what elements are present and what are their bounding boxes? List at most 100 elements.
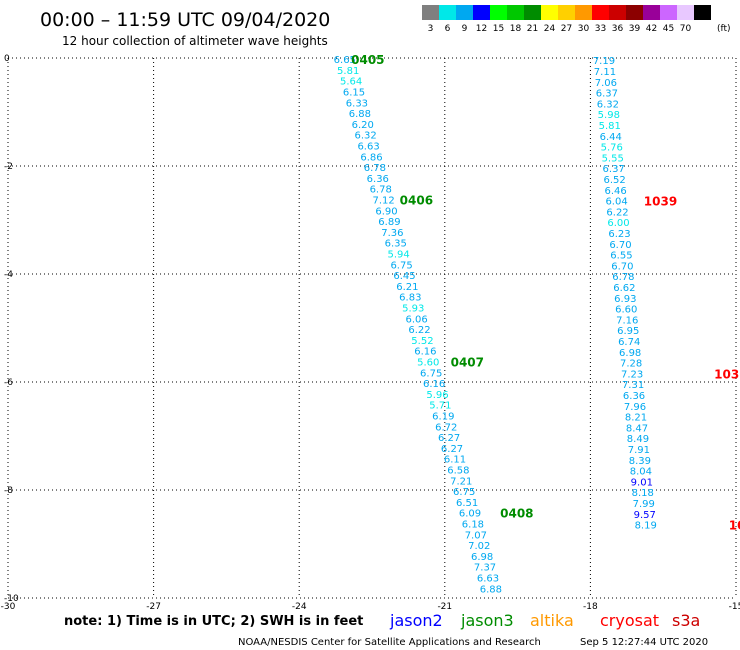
y-tick-label: -2	[4, 162, 13, 172]
x-tick-label: -30	[1, 602, 16, 612]
wave-height-value: 6.32	[355, 131, 377, 142]
scale-swatch	[609, 5, 626, 20]
footer-credit: NOAA/NESDIS Center for Satellite Applica…	[238, 637, 541, 648]
scale-label: 27	[561, 24, 572, 34]
scale-unit-label: (ft)	[717, 24, 731, 34]
wave-height-value: 6.63	[357, 141, 379, 152]
wave-height-value: 6.15	[343, 87, 365, 98]
wave-height-value: 6.33	[346, 98, 368, 109]
wave-height-value: 6.51	[456, 498, 478, 509]
wave-height-value: 6.22	[408, 325, 430, 336]
wave-height-value: 6.36	[623, 391, 645, 402]
x-tick-label: -24	[292, 602, 307, 612]
satellite-jason3: jason3	[460, 611, 514, 630]
wave-height-value: 6.20	[352, 120, 374, 131]
wave-height-value: 5.71	[429, 401, 451, 412]
wave-height-value: 6.22	[606, 207, 628, 218]
wave-height-value: 6.75	[390, 260, 412, 271]
wave-height-value: 6.90	[375, 206, 397, 217]
wave-height-value: 8.39	[629, 456, 651, 467]
wave-height-value: 6.19	[432, 411, 454, 422]
scale-label: 30	[578, 24, 590, 34]
time-label: 0407	[451, 355, 484, 369]
wave-height-value: 7.31	[622, 380, 644, 391]
wave-height-value: 5.55	[602, 153, 624, 164]
wave-height-value: 9.01	[631, 477, 653, 488]
wave-height-value: 7.37	[474, 563, 496, 574]
time-label: 0406	[400, 193, 433, 207]
wave-height-value: 7.21	[450, 476, 472, 487]
wave-height-value: 8.04	[630, 467, 652, 478]
scale-label: 70	[680, 24, 692, 34]
wave-height-value: 5.52	[411, 336, 433, 347]
scale-label: 45	[663, 24, 674, 34]
scale-label: 9	[462, 24, 468, 34]
scale-label: 3	[428, 24, 434, 34]
wave-height-value: 5.96	[426, 390, 448, 401]
wave-height-value: 6.86	[360, 152, 382, 163]
satellite-legend: jason2 jason3 altika cryosat s3a	[389, 611, 700, 630]
wave-height-value: 5.81	[599, 121, 621, 132]
x-axis-ticks: -30 -27 -24 -21 -18 -15	[1, 602, 740, 612]
wave-height-value: 6.21	[396, 282, 418, 293]
wave-height-value: 6.00	[607, 218, 629, 229]
wave-height-value: 8.49	[627, 434, 649, 445]
track-jason3: 6.655.815.646.156.336.886.206.326.636.86…	[334, 53, 534, 595]
wave-height-value: 6.46	[604, 186, 626, 197]
satellite-jason2: jason2	[389, 611, 443, 630]
wave-height-value: 7.36	[381, 228, 403, 239]
wave-height-value: 7.16	[616, 315, 638, 326]
satellite-altika: altika	[530, 611, 574, 630]
wave-height-value: 6.88	[349, 109, 371, 120]
scale-label: 12	[476, 24, 487, 34]
wave-height-value: 6.27	[441, 444, 463, 455]
scale-label: 21	[527, 24, 538, 34]
x-tick-label: -15	[729, 602, 740, 612]
wave-height-value: 7.02	[468, 541, 490, 552]
wave-height-value: 7.19	[593, 56, 615, 67]
scale-swatch	[541, 5, 558, 20]
time-label: 1038	[714, 367, 740, 381]
wave-height-value: 6.52	[604, 175, 626, 186]
y-tick-label: -10	[4, 594, 19, 604]
wave-height-value: 8.21	[625, 413, 647, 424]
y-tick-label: -4	[4, 270, 13, 280]
wave-height-value: 6.98	[619, 348, 641, 359]
scale-swatch	[558, 5, 575, 20]
scale-swatch	[439, 5, 456, 20]
scale-swatch	[660, 5, 677, 20]
scale-label: 42	[646, 24, 657, 34]
scale-label: 24	[544, 24, 556, 34]
wave-height-value: 5.64	[340, 77, 362, 88]
satellite-s3a: s3a	[672, 611, 700, 630]
wave-height-value: 8.19	[635, 521, 657, 532]
wave-height-value: 6.11	[444, 455, 466, 466]
satellite-cryosat: cryosat	[600, 611, 659, 630]
scale-swatch	[575, 5, 592, 20]
x-tick-label: -21	[437, 602, 452, 612]
wave-height-value: 6.16	[414, 347, 436, 358]
wave-height-value: 6.06	[405, 314, 427, 325]
scale-label: 18	[510, 24, 522, 34]
wave-height-value: 9.57	[634, 510, 656, 521]
scale-swatch	[473, 5, 490, 20]
wave-height-value: 5.60	[417, 357, 439, 368]
wave-height-value: 6.55	[610, 251, 632, 262]
time-label: 10	[729, 519, 740, 533]
scale-label: 33	[595, 24, 606, 34]
wave-height-value: 6.95	[617, 326, 639, 337]
wave-height-value: 7.91	[628, 445, 650, 456]
gridlines	[7, 57, 737, 599]
scale-label: 6	[445, 24, 451, 34]
scale-label: 39	[629, 24, 641, 34]
wave-height-value: 6.45	[393, 271, 415, 282]
scale-swatch	[643, 5, 660, 20]
wave-height-value: 6.78	[364, 163, 386, 174]
page-subtitle: 12 hour collection of altimeter wave hei…	[62, 34, 328, 48]
time-label: 1039	[644, 195, 677, 209]
time-label: 0408	[500, 507, 533, 521]
wave-height-value: 6.62	[613, 283, 635, 294]
wave-height-value: 6.04	[605, 197, 627, 208]
wave-height-value: 7.07	[465, 530, 487, 541]
time-label: 0405	[351, 53, 384, 67]
